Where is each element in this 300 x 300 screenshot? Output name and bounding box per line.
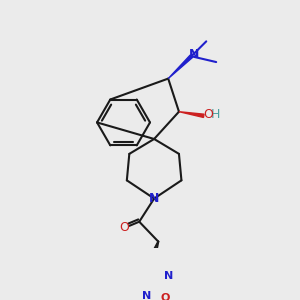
Text: O: O [160, 293, 170, 300]
Text: O: O [119, 221, 129, 234]
Text: N: N [142, 291, 152, 300]
Text: N: N [164, 271, 173, 281]
Text: N: N [149, 192, 159, 205]
Text: H: H [211, 108, 220, 121]
Text: O: O [203, 108, 213, 121]
Polygon shape [168, 55, 193, 79]
Polygon shape [179, 112, 204, 118]
Text: N: N [189, 48, 199, 61]
